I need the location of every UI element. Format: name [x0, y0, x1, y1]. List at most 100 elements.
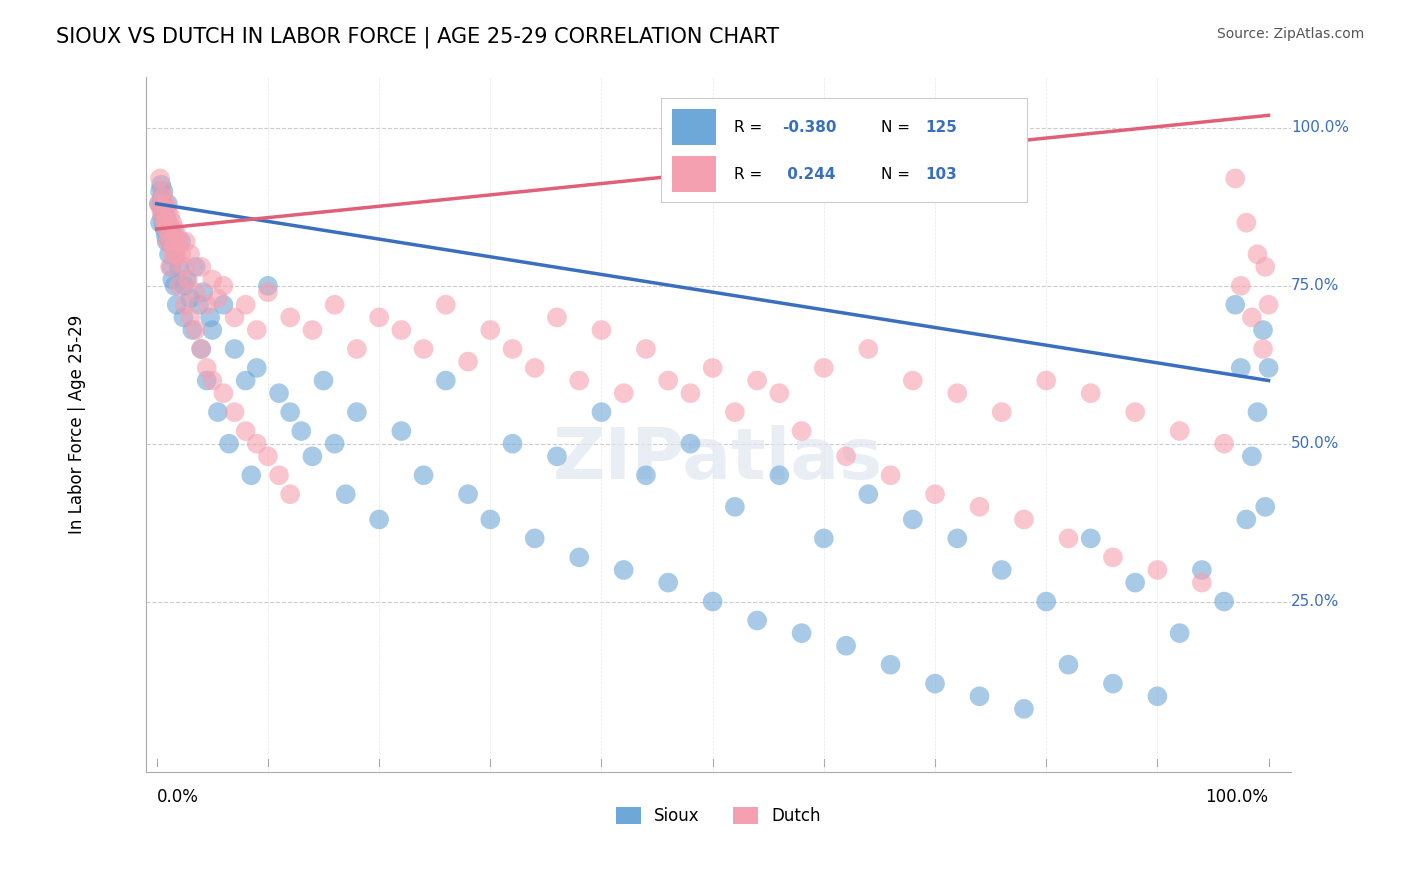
- Point: [1257, 298, 1279, 312]
- Point: [152, 216, 174, 230]
- Point: [201, 323, 224, 337]
- Point: [546, 310, 568, 325]
- Point: [901, 512, 924, 526]
- Point: [235, 424, 257, 438]
- Point: [150, 196, 173, 211]
- Point: [246, 436, 269, 450]
- Point: [160, 222, 183, 236]
- Point: [879, 657, 901, 672]
- Point: [174, 235, 197, 249]
- Point: [368, 512, 391, 526]
- Point: [160, 260, 183, 274]
- Point: [150, 184, 173, 198]
- Point: [184, 323, 207, 337]
- Point: [246, 323, 269, 337]
- Point: [1012, 702, 1035, 716]
- Point: [155, 228, 177, 243]
- Point: [207, 292, 229, 306]
- Point: [235, 374, 257, 388]
- Point: [1191, 575, 1213, 590]
- Point: [165, 247, 187, 261]
- Point: [167, 235, 190, 249]
- Point: [1251, 323, 1274, 337]
- Point: [634, 342, 657, 356]
- Point: [163, 278, 186, 293]
- Point: [835, 639, 858, 653]
- Point: [301, 450, 323, 464]
- Point: [702, 360, 724, 375]
- Point: [412, 342, 434, 356]
- Point: [1123, 405, 1146, 419]
- Text: ZIPatlas: ZIPatlas: [553, 425, 883, 494]
- Point: [1168, 424, 1191, 438]
- Point: [1257, 360, 1279, 375]
- Point: [150, 210, 173, 224]
- Point: [148, 196, 170, 211]
- Point: [156, 235, 179, 249]
- Point: [162, 216, 184, 230]
- Point: [790, 424, 813, 438]
- Point: [188, 298, 211, 312]
- Text: 100.0%: 100.0%: [1291, 120, 1348, 136]
- Point: [257, 285, 280, 300]
- Point: [946, 386, 969, 401]
- Text: 0.0%: 0.0%: [156, 788, 198, 805]
- Point: [768, 386, 790, 401]
- Point: [924, 676, 946, 690]
- Point: [257, 278, 280, 293]
- Point: [1234, 512, 1257, 526]
- Text: SIOUX VS DUTCH IN LABOR FORCE | AGE 25-29 CORRELATION CHART: SIOUX VS DUTCH IN LABOR FORCE | AGE 25-2…: [56, 27, 779, 48]
- Text: In Labor Force | Age 25-29: In Labor Force | Age 25-29: [67, 315, 86, 534]
- Point: [335, 487, 357, 501]
- Point: [546, 450, 568, 464]
- Point: [1123, 575, 1146, 590]
- Point: [150, 210, 173, 224]
- Point: [148, 196, 170, 211]
- Point: [179, 310, 201, 325]
- Point: [159, 210, 181, 224]
- Point: [153, 222, 176, 236]
- Point: [1240, 310, 1263, 325]
- Point: [1102, 676, 1125, 690]
- Point: [176, 272, 198, 286]
- Point: [969, 690, 991, 704]
- Point: [173, 298, 195, 312]
- Point: [479, 323, 502, 337]
- Point: [193, 285, 215, 300]
- Point: [835, 450, 858, 464]
- Point: [190, 342, 212, 356]
- Point: [813, 360, 835, 375]
- Point: [1035, 374, 1057, 388]
- Point: [747, 614, 769, 628]
- Point: [195, 374, 218, 388]
- Point: [150, 202, 173, 217]
- Point: [434, 374, 457, 388]
- Point: [212, 298, 235, 312]
- Point: [167, 278, 190, 293]
- Point: [153, 202, 176, 217]
- Point: [1057, 657, 1080, 672]
- Point: [201, 272, 224, 286]
- Point: [679, 386, 702, 401]
- Point: [858, 342, 880, 356]
- Point: [568, 374, 591, 388]
- Point: [1246, 247, 1268, 261]
- Point: [278, 310, 301, 325]
- Point: [1080, 532, 1102, 546]
- Point: [1234, 216, 1257, 230]
- Point: [278, 487, 301, 501]
- Point: [1035, 594, 1057, 608]
- Point: [1254, 260, 1277, 274]
- Point: [312, 374, 335, 388]
- Point: [152, 196, 174, 211]
- Point: [1146, 563, 1168, 577]
- Point: [1229, 278, 1251, 293]
- Point: [457, 354, 479, 368]
- Point: [177, 272, 200, 286]
- Point: [634, 468, 657, 483]
- Point: [167, 260, 190, 274]
- Point: [813, 532, 835, 546]
- Point: [267, 386, 290, 401]
- Point: [346, 405, 368, 419]
- Point: [149, 184, 172, 198]
